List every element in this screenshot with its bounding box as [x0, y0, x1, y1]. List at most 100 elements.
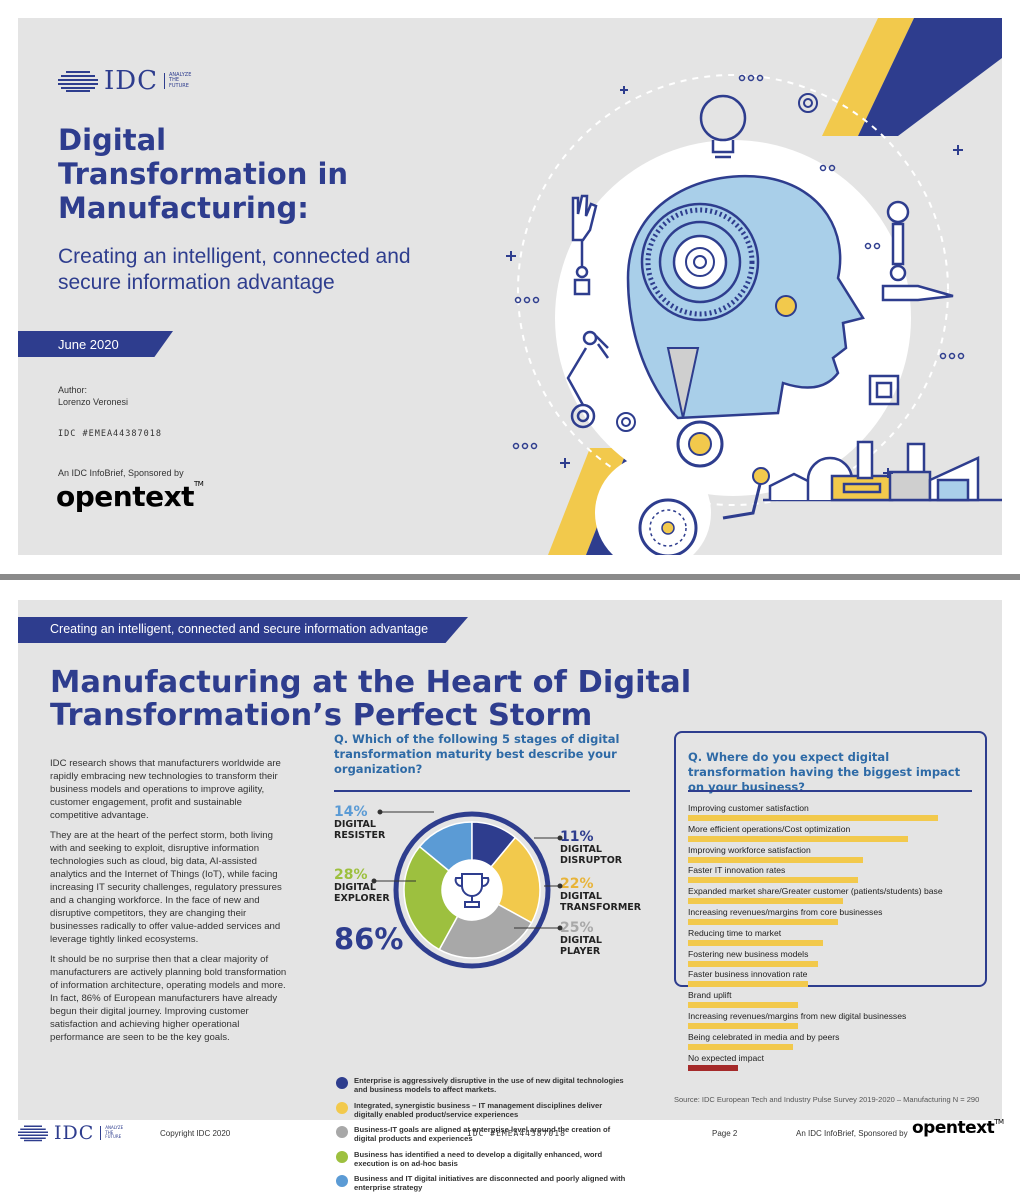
bar-row: Expanded market share/Greater customer (… — [688, 886, 978, 905]
total-percentage: 86% — [334, 922, 404, 956]
bar-label: Improving workforce satisfaction — [688, 844, 811, 855]
bar-label: No expected impact — [688, 1052, 764, 1063]
bar-label: Fostering new business models — [688, 948, 809, 959]
stage-disruptor: 11% DIGITAL DISRUPTOR — [560, 829, 623, 866]
publication-date: June 2020 — [58, 337, 119, 352]
bar-row: Fostering new business models — [688, 949, 978, 967]
bar-label: Increasing revenues/margins from new dig… — [688, 1011, 907, 1021]
donut-outer-ring — [393, 811, 551, 969]
body-text: IDC research shows that manufacturers wo… — [50, 757, 292, 1051]
dashed-orbit — [517, 74, 949, 506]
bar-row: Increasing revenues/margins from new dig… — [688, 1011, 978, 1029]
legend-item: Integrated, synergistic business – IT ma… — [336, 1101, 626, 1119]
bar — [688, 1043, 793, 1050]
body-paragraph: It should be no surprise then that a cle… — [50, 954, 287, 1043]
gear-icon — [798, 93, 818, 113]
question-rule — [688, 790, 972, 792]
stage-player: 25% DIGITAL PLAYER — [560, 920, 602, 957]
body-paragraph: They are at the heart of the perfect sto… — [50, 830, 282, 945]
neck-strut — [666, 347, 700, 419]
bar-row: No expected impact — [688, 1053, 978, 1071]
bar — [688, 1002, 798, 1009]
page-divider — [0, 574, 1020, 580]
bar-label: Improving customer satisfaction — [688, 803, 809, 813]
navy-diagonal-stripe — [858, 18, 1002, 136]
bar-row: Improving customer satisfaction — [688, 803, 978, 821]
legend-dot-grey — [336, 1126, 348, 1138]
bar — [688, 919, 838, 925]
bar-label: Brand uplift — [688, 990, 732, 1001]
question-rule — [334, 790, 630, 792]
legend-dot-yellow — [336, 1101, 348, 1114]
donut-hole — [442, 860, 502, 920]
factory-icon — [763, 440, 1002, 502]
bar-row: Reducing time to market — [688, 928, 978, 946]
microchip-icon — [868, 374, 900, 406]
bar-row: Improving workforce satisfaction — [688, 845, 978, 863]
stage-resister: 14% DIGITAL RESISTER — [334, 804, 386, 841]
stage-transformer: 22% DIGITAL TRANSFORMER — [560, 876, 642, 913]
footer-doc-id: IDC #EMEA44387018 — [467, 1129, 566, 1138]
idc-logo: IDC ANALYZE THE FUTURE — [58, 66, 191, 96]
bar — [688, 1023, 798, 1029]
gear-icon-small — [616, 412, 636, 432]
date-band — [18, 331, 173, 357]
trophy-icon — [454, 873, 490, 908]
idc-wordmark: IDC — [104, 66, 159, 96]
bar — [688, 815, 938, 821]
footer-sponsor-text: An IDC InfoBrief, Sponsored by — [796, 1129, 908, 1138]
page-footer: IDC ANALYZE THE FUTURE Copyright IDC 202… — [0, 1120, 1020, 1154]
document-id: IDC #EMEA44387018 — [58, 429, 162, 439]
bar — [688, 898, 843, 905]
bar — [688, 939, 823, 946]
bar-label: More efficient operations/Cost optimizat… — [688, 823, 851, 834]
legend-item: Enterprise is aggressively disruptive in… — [336, 1076, 626, 1094]
yellow-bottom-stripe — [548, 448, 628, 555]
bar-label: Increasing revenues/margins from core bu… — [688, 907, 883, 917]
bar — [688, 1064, 738, 1071]
body-paragraph: IDC research shows that manufacturers wo… — [50, 758, 281, 821]
robot-claw-icon — [881, 200, 954, 302]
bar — [688, 856, 863, 863]
footer-opentext-logo: opentextTM — [912, 1118, 1004, 1138]
source-note: Source: IDC European Tech and Industry P… — [674, 1095, 980, 1104]
page-title: Manufacturing at the Heart of Digital Tr… — [50, 665, 692, 733]
idc-globe-icon — [18, 1125, 48, 1142]
label-connectors — [371, 809, 563, 931]
bar-row: More efficient operations/Cost optimizat… — [688, 824, 978, 842]
cover-title: Digital Transformation in Manufacturing: — [58, 123, 349, 225]
content-page: Creating an intelligent, connected and s… — [18, 600, 1002, 1192]
copyright: Copyright IDC 2020 — [160, 1129, 231, 1138]
bar — [688, 877, 858, 884]
dots-icons — [512, 74, 965, 450]
footer-idc-logo: IDC ANALYZE THE FUTURE — [18, 1122, 123, 1144]
bar-label: Reducing time to market — [688, 927, 782, 938]
cover-page: IDC ANALYZE THE FUTURE Digital Transform… — [18, 18, 1002, 555]
bar-label: Being celebrated in media and by peers — [688, 1031, 840, 1042]
author-block: Author: Lorenzo Veronesi — [58, 384, 128, 408]
bar — [688, 981, 808, 988]
bar-label: Faster business innovation rate — [688, 969, 808, 980]
bar-label: Faster IT innovation rates — [688, 865, 786, 876]
robot-arm-icon — [566, 330, 610, 429]
bar — [688, 960, 818, 967]
bar-row: Brand uplift — [688, 990, 978, 1009]
brain-lightbulb-icon — [699, 94, 747, 159]
impact-panel — [674, 731, 987, 987]
bar-row: Faster IT innovation rates — [688, 865, 978, 884]
stage-explorer: 28% DIGITAL EXPLORER — [334, 867, 390, 904]
idc-tagline: ANALYZE THE FUTURE — [164, 72, 191, 90]
section-band-text: Creating an intelligent, connected and s… — [50, 622, 429, 636]
impact-question: Q. Where do you expect digital transform… — [688, 750, 961, 794]
section-band — [18, 617, 468, 643]
bar-row: Being celebrated in media and by peers — [688, 1032, 978, 1050]
bar-row: Faster business innovation rate — [688, 969, 978, 988]
legend-item: Business-IT goals are aligned at enterpr… — [336, 1125, 626, 1143]
sponsor-text: An IDC InfoBrief, Sponsored by — [58, 468, 184, 478]
page-number: Page 2 — [712, 1129, 738, 1138]
bar-label: Expanded market share/Greater customer (… — [688, 886, 943, 897]
author-name: Lorenzo Veronesi — [58, 397, 129, 407]
author-label: Author: — [58, 385, 88, 395]
bar-row: Increasing revenues/margins from core bu… — [688, 907, 978, 925]
robot-head-illustration — [506, 18, 1002, 555]
